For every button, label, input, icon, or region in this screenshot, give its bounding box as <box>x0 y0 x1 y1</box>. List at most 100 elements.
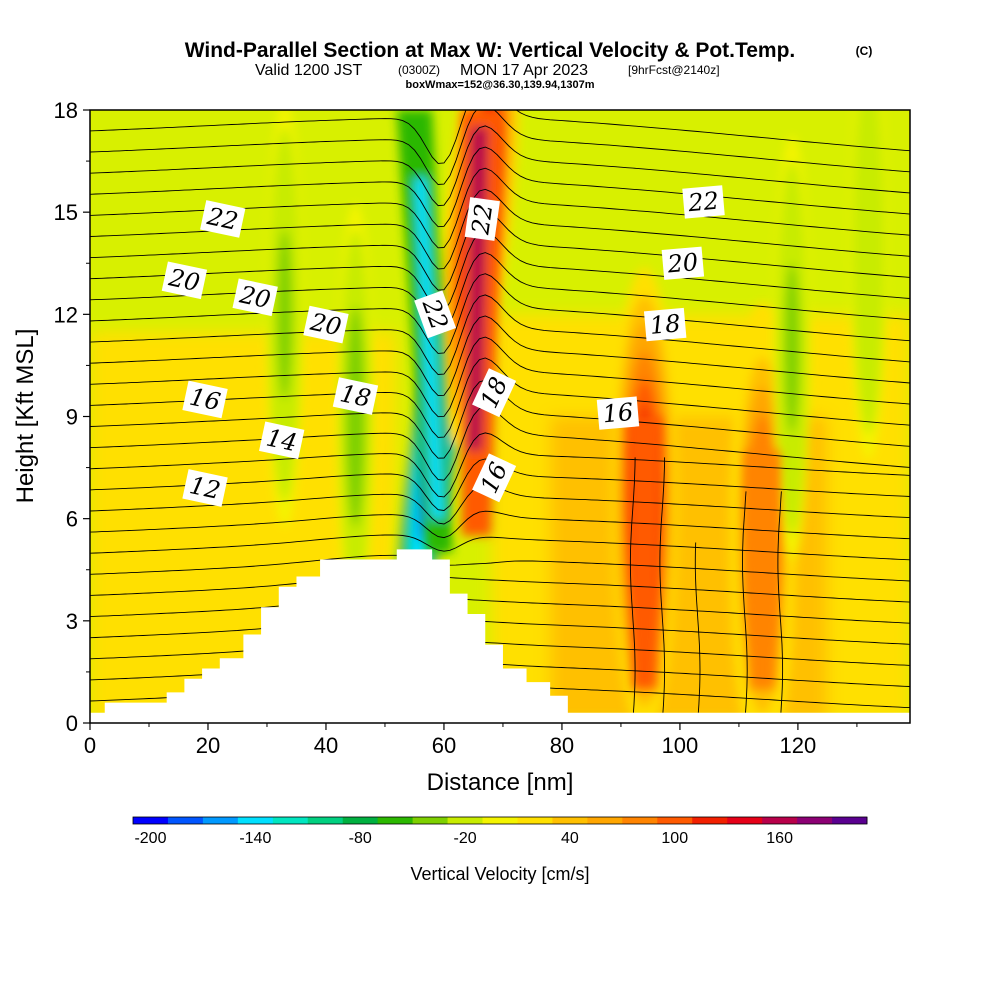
colorbar-swatch <box>237 817 274 824</box>
colorbar-swatch <box>587 817 623 824</box>
chart-box-info: boxWmax=152@36.30,139.94,1307m <box>406 79 595 91</box>
isentrope <box>90 575 910 603</box>
contour-label: 22 <box>682 185 725 219</box>
x-tick-label: 80 <box>550 733 574 758</box>
isentrope <box>90 534 910 561</box>
subtitle-forecast: [9hrFcst@2140z] <box>628 63 720 77</box>
contour-label: 20 <box>232 278 278 317</box>
colorbar: -200 -140 -80 -20 40 100 160 <box>132 816 868 847</box>
contour-label: 22 <box>464 197 500 241</box>
colorbar-tick-label: 100 <box>661 830 688 847</box>
svg-text:16: 16 <box>187 383 223 417</box>
colorbar-swatch <box>517 817 553 824</box>
isentrope <box>90 110 910 185</box>
contour-label: 18 <box>332 377 379 415</box>
chart-subtitle: Valid 1200 JST (0300Z) MON 17 Apr 2023 [… <box>255 62 720 79</box>
x-axis-label: Distance [nm] <box>427 769 574 796</box>
x-axis: 0 20 40 60 80 100 120 <box>84 723 858 758</box>
contour-label: 14 <box>259 421 305 460</box>
copyright-mark: (C) <box>856 44 873 58</box>
svg-text:22: 22 <box>466 202 498 237</box>
colorbar-tick-label: 160 <box>766 830 793 847</box>
svg-text:20: 20 <box>166 263 203 297</box>
x-tick-label: 0 <box>84 733 96 758</box>
colorbar-swatch <box>342 817 379 824</box>
isentrope <box>90 336 910 418</box>
y-tick-label: 6 <box>66 507 78 532</box>
y-tick-label: 3 <box>66 609 78 634</box>
colorbar-swatch <box>622 817 658 824</box>
colorbar-swatch <box>167 817 204 824</box>
colorbar-label: Vertical Velocity [cm/s] <box>410 864 589 884</box>
isentrope <box>742 491 748 713</box>
isentrope <box>90 315 910 397</box>
svg-text:22: 22 <box>204 202 241 236</box>
isentrope <box>90 209 910 291</box>
y-tick-label: 18 <box>54 98 78 123</box>
contour-label: 20 <box>303 305 349 344</box>
isentrope <box>90 615 910 645</box>
colorbar-frame <box>132 816 868 825</box>
contour-label: 22 <box>414 290 457 339</box>
svg-text:22: 22 <box>686 187 720 218</box>
svg-text:20: 20 <box>236 280 273 314</box>
colorbar-swatch <box>832 817 868 824</box>
isentrope <box>90 110 910 164</box>
downdraft-plume <box>414 178 444 519</box>
y-axis-label: Height [Kft MSL] <box>12 329 39 504</box>
subtitle-valid: Valid 1200 JST <box>255 62 363 79</box>
colorbar-swatch <box>133 817 169 824</box>
subtitle-date: MON 17 Apr 2023 <box>460 62 588 79</box>
contour-label: 12 <box>182 469 228 507</box>
isentrope <box>90 231 910 312</box>
velocity-feature <box>348 331 363 502</box>
isentrope <box>90 273 910 354</box>
svg-text:18: 18 <box>338 379 374 413</box>
colorbar-swatch <box>412 817 449 824</box>
x-tick-label: 60 <box>432 733 456 758</box>
contour-label: 16 <box>596 396 640 430</box>
colorbar-swatch <box>447 817 484 824</box>
colorbar-swatch <box>202 817 239 824</box>
colorbar-tick-label: -140 <box>239 830 271 847</box>
y-tick-label: 15 <box>54 200 78 225</box>
contour-label: 18 <box>643 307 687 342</box>
colorbar-swatch <box>657 817 693 824</box>
isentrope <box>90 146 910 228</box>
svg-text:14: 14 <box>264 423 300 457</box>
y-axis: 0 3 6 9 12 15 18 <box>54 98 90 736</box>
isentrope <box>629 457 636 713</box>
contour-label: 20 <box>661 246 705 280</box>
colorbar-swatch <box>762 817 798 824</box>
svg-text:20: 20 <box>307 307 344 341</box>
colorbar-swatch <box>482 817 518 824</box>
terrain <box>90 549 910 723</box>
isentrope <box>90 252 910 333</box>
isentrope <box>90 595 910 624</box>
updraft-plume <box>626 416 663 689</box>
colorbar-tick-label: -200 <box>134 830 166 847</box>
colorbar-tick-label: -80 <box>349 830 372 847</box>
colorbar-swatch <box>692 817 728 824</box>
contour-label: 16 <box>182 380 228 419</box>
chart-title: Wind-Parallel Section at Max W: Vertical… <box>185 39 796 62</box>
svg-text:18: 18 <box>649 309 682 340</box>
isentrope <box>90 510 910 540</box>
isentrope <box>90 636 910 666</box>
colorbar-swatch <box>797 817 833 824</box>
colorbar-swatch <box>272 817 309 824</box>
isentrope <box>777 491 784 713</box>
svg-text:12: 12 <box>187 471 223 505</box>
svg-text:16: 16 <box>602 398 635 429</box>
colorbar-swatch <box>307 817 344 824</box>
colorbar-swatch <box>727 817 763 824</box>
contour-label: 20 <box>161 261 208 300</box>
x-tick-label: 20 <box>196 733 220 758</box>
isentrope <box>694 542 701 713</box>
subtitle-utc: (0300Z) <box>398 63 440 77</box>
velocity-feature <box>861 161 877 332</box>
isentrope <box>659 457 666 713</box>
